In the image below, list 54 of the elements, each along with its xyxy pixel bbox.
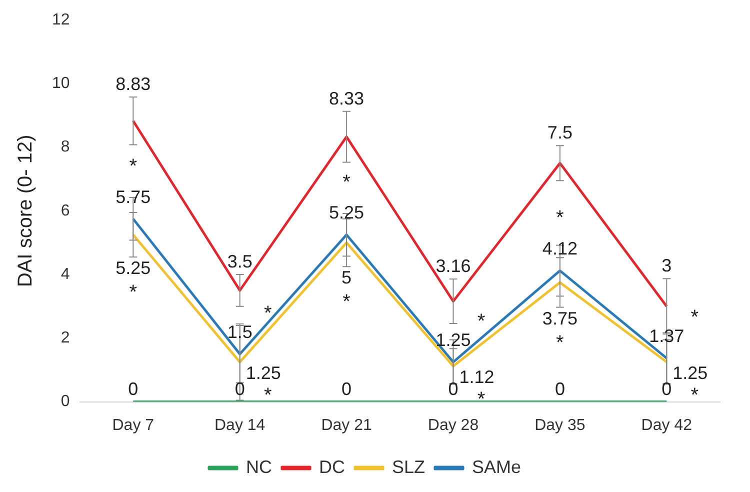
x-tick-label: Day 28 — [428, 416, 479, 434]
annotation: * — [129, 155, 138, 178]
x-tick-label: Day 14 — [214, 416, 266, 434]
annotation: * — [690, 306, 699, 329]
y-tick-label: 8 — [60, 138, 70, 156]
data-label: 0 — [342, 378, 352, 399]
data-label: 0 — [128, 378, 138, 399]
data-label: 5.25 — [329, 202, 364, 223]
data-label: 1.37 — [649, 326, 684, 346]
x-tick-label: Day 21 — [321, 416, 372, 434]
y-tick-label: 4 — [60, 266, 70, 283]
legend-label: SLZ — [392, 456, 425, 477]
data-label: 4.12 — [542, 238, 578, 259]
data-label: 0 — [448, 378, 458, 399]
data-label: 1.25 — [436, 330, 471, 350]
data-label: 3 — [662, 256, 672, 276]
data-label: 8.83 — [116, 74, 151, 94]
annotation: * — [477, 388, 486, 411]
annotation: * — [342, 291, 351, 314]
annotation: * — [342, 171, 351, 194]
y-tick-label: 12 — [52, 11, 70, 28]
data-label: 8.33 — [329, 88, 364, 108]
legend-label: DC — [318, 456, 345, 477]
data-label: 0 — [662, 378, 672, 399]
annotation: * — [264, 302, 272, 325]
data-label: 1.5 — [227, 322, 252, 342]
x-tick-label: Day 7 — [112, 416, 154, 434]
annotation: * — [690, 384, 699, 407]
y-tick-label: 10 — [52, 75, 70, 92]
legend-label: SAMe — [472, 456, 522, 477]
data-label: 3.75 — [542, 308, 578, 328]
legend-label: NC — [246, 456, 272, 477]
annotation: * — [556, 207, 564, 230]
y-tick-label: 6 — [60, 202, 70, 220]
data-label: 1.25 — [672, 363, 708, 383]
annotation: * — [264, 384, 272, 407]
y-axis-title: DAI score (0- 12) — [14, 134, 37, 288]
data-label: 5.75 — [116, 186, 151, 207]
data-label: 3.16 — [436, 256, 471, 276]
data-label: 1.12 — [459, 367, 494, 388]
x-tick-label: Day 35 — [534, 416, 586, 434]
y-tick-label: 0 — [60, 393, 70, 410]
data-label: 7.5 — [547, 122, 572, 143]
annotation: * — [129, 282, 138, 304]
data-label: 3.5 — [227, 252, 252, 272]
data-label: 1.25 — [246, 363, 281, 383]
y-tick-label: 2 — [60, 330, 70, 347]
data-label: 0 — [234, 378, 245, 399]
annotation: * — [477, 310, 486, 333]
data-label: 5.25 — [116, 258, 151, 278]
annotation: * — [556, 332, 564, 354]
x-tick-label: Day 42 — [641, 416, 692, 434]
data-label: 0 — [554, 378, 565, 399]
data-label: 5 — [342, 268, 352, 288]
